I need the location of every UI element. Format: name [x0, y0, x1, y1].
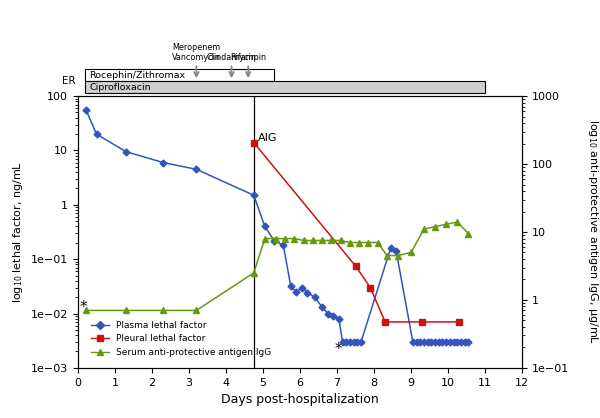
- Y-axis label: log$_{10}$ anti-protective antigen IgG, μg/mL: log$_{10}$ anti-protective antigen IgG, …: [586, 120, 599, 344]
- Text: Clindamycin: Clindamycin: [206, 53, 256, 62]
- X-axis label: Days post-hospitalization: Days post-hospitalization: [221, 393, 379, 406]
- Text: Meropenem
Vancomycin: Meropenem Vancomycin: [172, 43, 221, 62]
- Bar: [85, 81, 485, 94]
- Text: Ciprofloxacin: Ciprofloxacin: [89, 83, 151, 92]
- Y-axis label: log$_{10}$ lethal factor, ng/mL: log$_{10}$ lethal factor, ng/mL: [11, 161, 25, 303]
- Text: Rocephin/Zithromax: Rocephin/Zithromax: [89, 71, 185, 79]
- Legend: Plasma lethal factor, Pleural lethal factor, Serum anti-protective antigen IgG: Plasma lethal factor, Pleural lethal fac…: [87, 317, 275, 361]
- Text: *: *: [80, 300, 88, 315]
- Text: Rifampin: Rifampin: [230, 53, 266, 62]
- Bar: [85, 69, 274, 81]
- Text: ER: ER: [62, 76, 76, 86]
- Text: *: *: [335, 342, 343, 357]
- Text: AIG: AIG: [257, 133, 277, 143]
